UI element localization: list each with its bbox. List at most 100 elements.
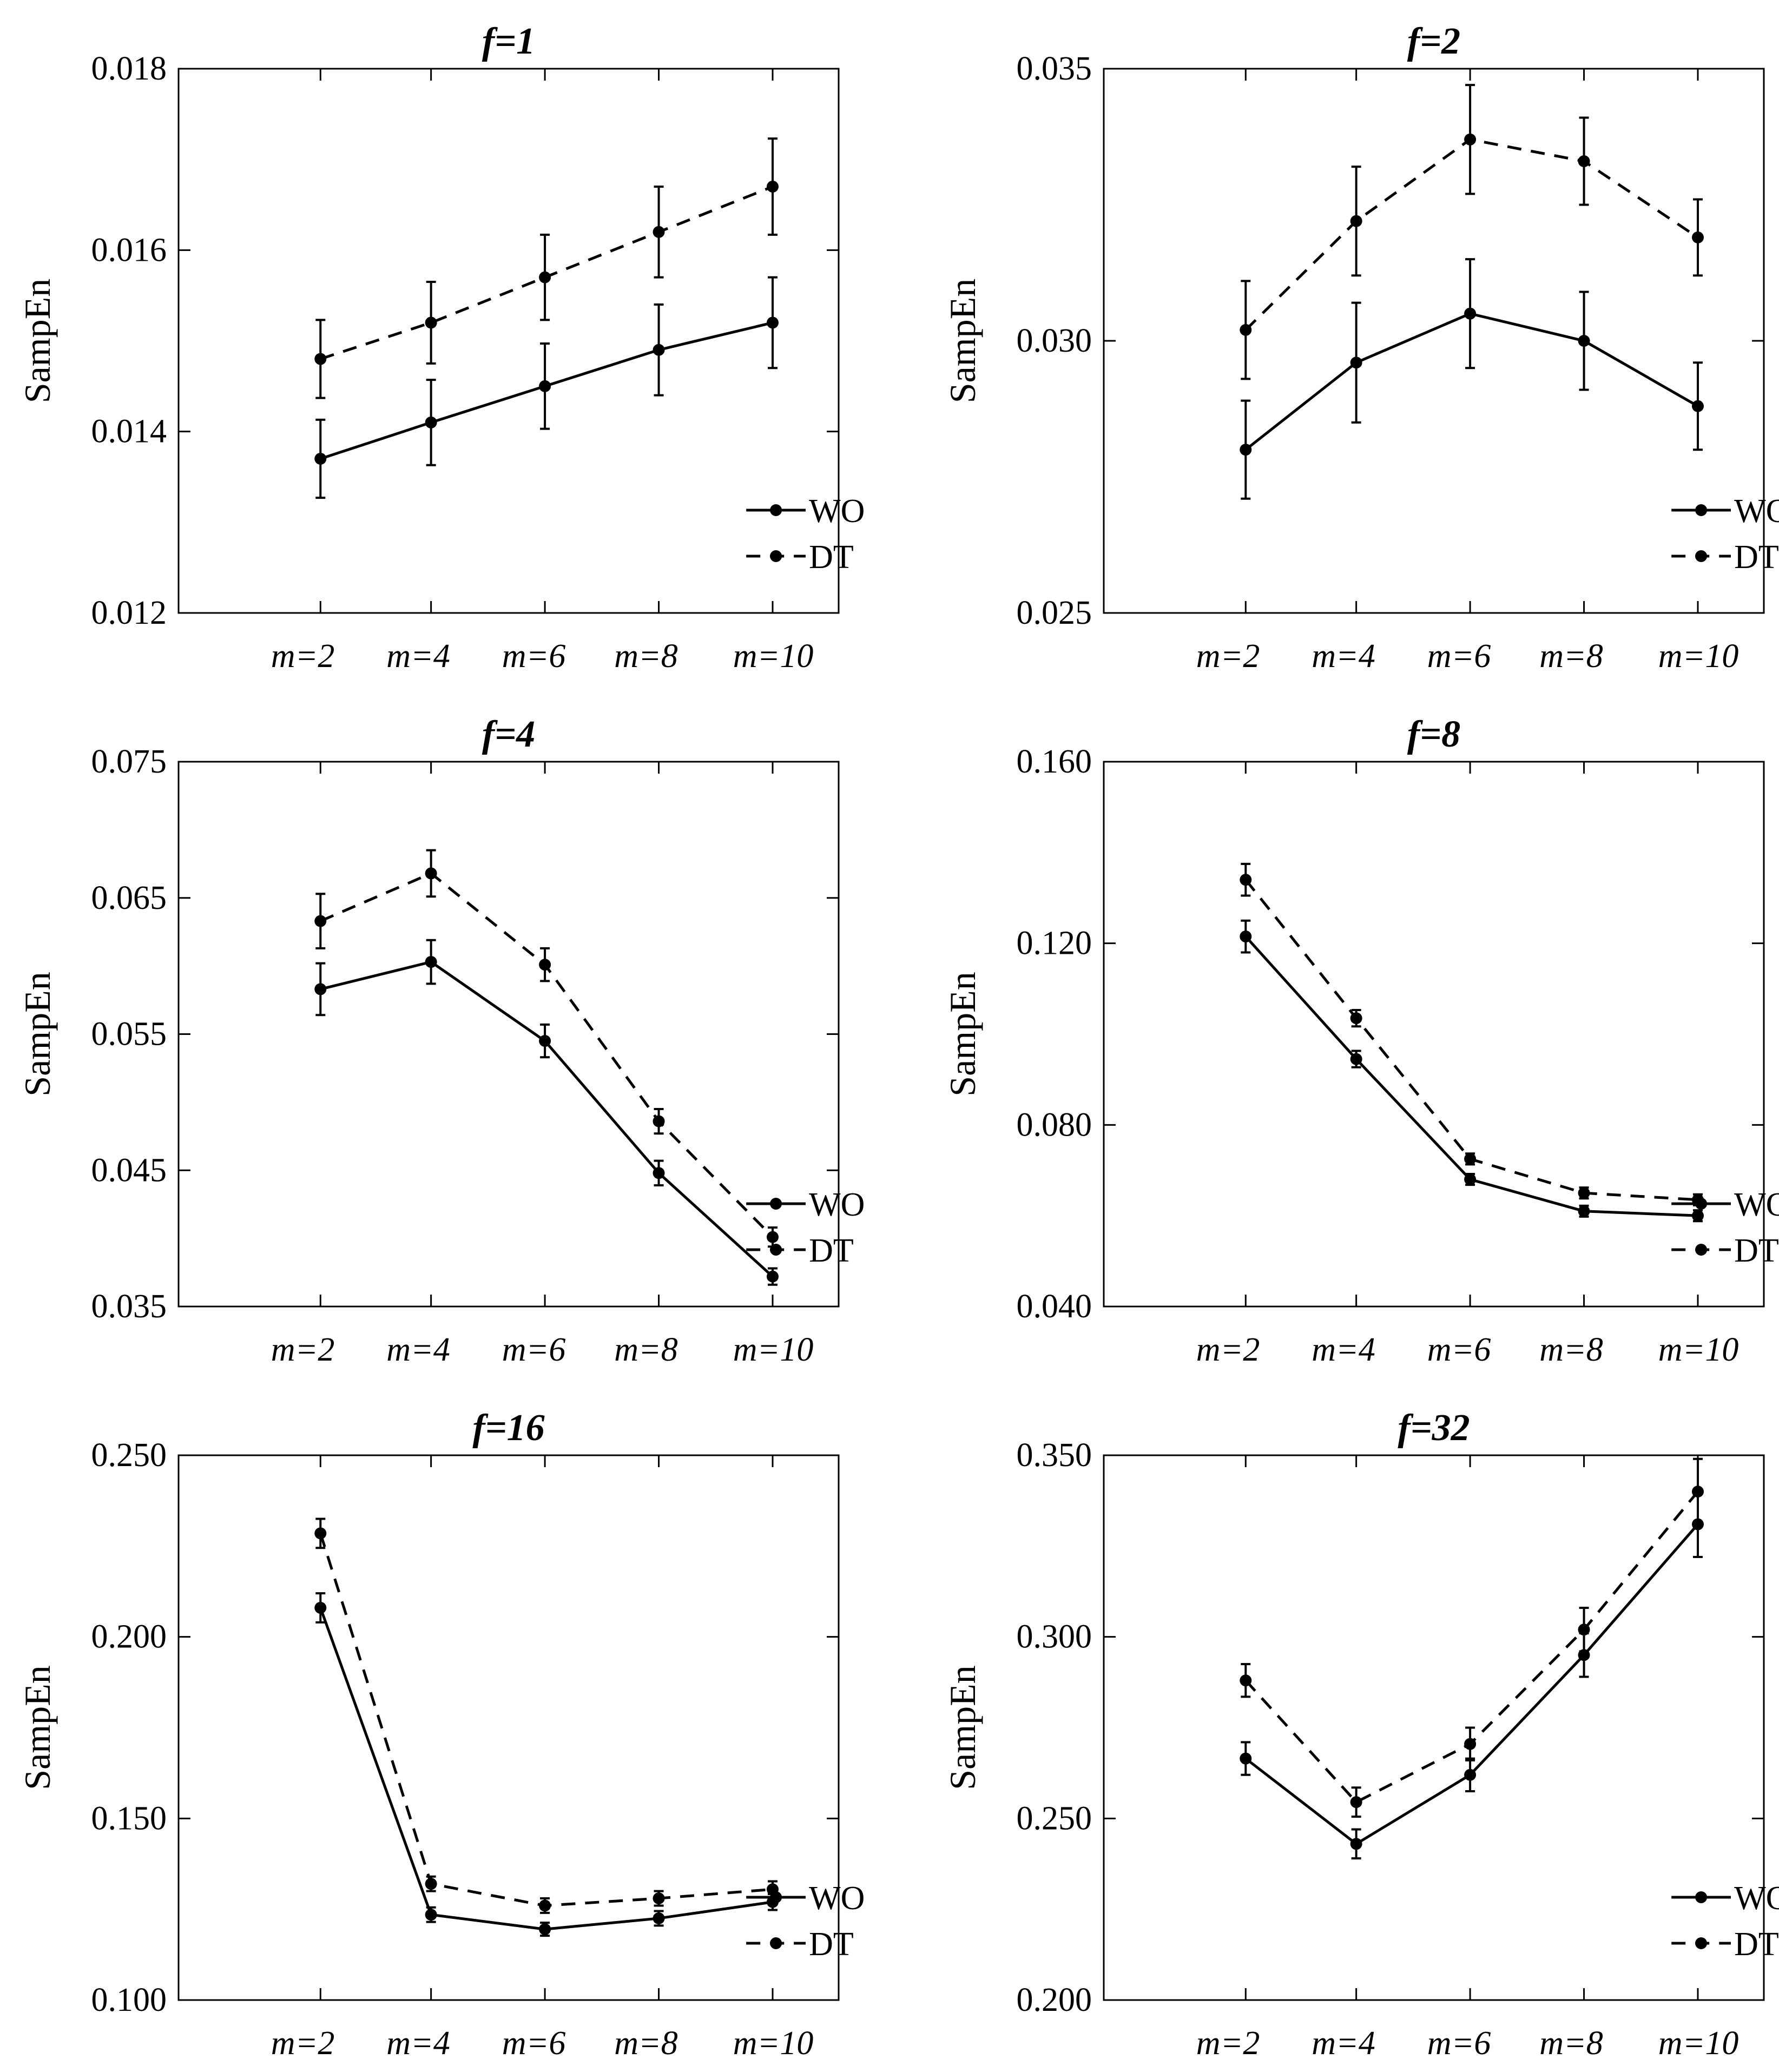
legend-label-wo: WO [1734, 1880, 1779, 1917]
plot-frame [177, 1454, 840, 2001]
data-point [767, 180, 779, 193]
panel-3: f=4 SampEn 0.035 0.045 0.055 0.065 0.075 m=2 m=4… [17, 714, 865, 1368]
x-tick-label: m=6 [1427, 2025, 1491, 2062]
series-wo [1240, 919, 1704, 1223]
y-tick-label: 0.080 [1017, 1106, 1092, 1143]
panel-1: f=1 SampEn 0.012 0.014 0.016 0.018 m=2 m=4 m=6 m=… [17, 21, 865, 675]
legend: WO DT [746, 1186, 865, 1269]
series-line [320, 872, 774, 1238]
series-wo [314, 276, 779, 499]
x-tick-label: m=2 [271, 2025, 335, 2062]
legend: WO DT [746, 493, 865, 576]
series-wo [1240, 258, 1704, 500]
data-point [1578, 335, 1590, 347]
chart-title: f=1 [482, 21, 535, 62]
x-tick-label: m=8 [614, 2025, 678, 2062]
y-tick-label: 0.200 [91, 1619, 167, 1655]
data-point [1464, 1738, 1477, 1750]
x-tick-label: m=4 [1312, 638, 1375, 675]
data-point [314, 353, 327, 365]
x-tick-label: m=6 [1427, 1331, 1491, 1368]
data-point [1464, 1173, 1477, 1186]
legend-label-dt: DT [809, 1926, 854, 1963]
y-axis-label: SampEn [17, 1665, 58, 1790]
legend-label-dt: DT [1734, 1232, 1779, 1269]
x-tick-label: m=6 [502, 2025, 566, 2062]
data-point [539, 1035, 551, 1047]
y-tick-label: 0.120 [1017, 925, 1092, 962]
series-wo [314, 939, 779, 1286]
x-tick-label: m=8 [1539, 2025, 1603, 2062]
data-point [767, 1231, 779, 1243]
data-point [314, 1601, 327, 1614]
legend-marker-wo [770, 1891, 782, 1903]
legend-label-wo: WO [809, 1880, 865, 1917]
plot-frame [177, 761, 840, 1308]
y-tick-label: 0.100 [91, 1982, 167, 2018]
chart-title: f=8 [1407, 714, 1460, 755]
series-dt [314, 1517, 779, 1914]
data-point [653, 1912, 665, 1924]
panel-5: f=16 SampEn 0.100 0.150 0.200 0.250 m=2 m=4 m=6 m… [17, 1407, 865, 2062]
data-point [314, 983, 327, 995]
data-point [1464, 307, 1477, 320]
legend-label-wo: WO [1734, 493, 1779, 530]
y-tick-label: 0.012 [91, 595, 167, 631]
x-tick-label: m=4 [1312, 1331, 1375, 1368]
y-tick-label: 0.045 [91, 1152, 167, 1189]
x-tick-label: m=2 [1196, 638, 1260, 675]
data-point [425, 867, 437, 880]
x-tick-label: m=2 [1196, 1331, 1260, 1368]
x-tick-label: m=4 [386, 2025, 450, 2062]
y-axis-label: SampEn [942, 1665, 983, 1790]
series-dt [1240, 84, 1704, 380]
y-tick-label: 0.040 [1017, 1288, 1092, 1325]
legend-marker-dt [1695, 550, 1708, 562]
data-point [314, 915, 327, 927]
data-point [1578, 1624, 1590, 1636]
data-point [653, 1115, 665, 1127]
data-point [539, 1899, 551, 1912]
x-tick-label: m=6 [502, 638, 566, 675]
data-point [1240, 324, 1252, 336]
plot-frame [177, 68, 840, 614]
legend-marker-dt [1695, 1244, 1708, 1256]
legend: WO DT [746, 1880, 865, 1963]
x-tick-label: m=4 [386, 638, 450, 675]
data-point [425, 316, 437, 329]
data-point [1350, 1053, 1362, 1065]
x-tick-label: m=2 [1196, 2025, 1260, 2062]
y-tick-label: 0.035 [91, 1288, 167, 1325]
data-point [1578, 155, 1590, 168]
x-tick-label: m=10 [733, 638, 814, 675]
legend-marker-dt [770, 550, 782, 562]
y-tick-label: 0.016 [91, 232, 167, 268]
legend: WO DT [1671, 493, 1779, 576]
series-dt [314, 137, 779, 399]
data-point [1240, 1752, 1252, 1765]
series-dt [314, 849, 779, 1248]
series-line [1244, 879, 1698, 1202]
y-tick-label: 0.150 [91, 1800, 167, 1837]
legend-label-dt: DT [809, 1232, 854, 1269]
chart-title: f=16 [472, 1407, 544, 1449]
legend: WO DT [1671, 1880, 1779, 1963]
chart-title: f=32 [1398, 1407, 1470, 1449]
data-point [1240, 1674, 1252, 1687]
data-point [1350, 1838, 1362, 1850]
legend-marker-wo [770, 504, 782, 516]
legend-label-dt: DT [809, 539, 854, 576]
y-tick-label: 0.350 [1017, 1437, 1092, 1474]
data-point [1350, 357, 1362, 369]
y-tick-label: 0.065 [91, 880, 167, 916]
series-line [319, 1533, 773, 1907]
data-point [1464, 133, 1477, 146]
data-point [653, 1892, 665, 1905]
series-wo [314, 1592, 779, 1937]
data-point [1692, 1210, 1704, 1222]
y-tick-label: 0.018 [91, 50, 167, 87]
x-tick-label: m=8 [614, 638, 678, 675]
data-point [653, 344, 665, 356]
x-tick-label: m=10 [733, 2025, 814, 2062]
legend-label-wo: WO [809, 1186, 865, 1223]
